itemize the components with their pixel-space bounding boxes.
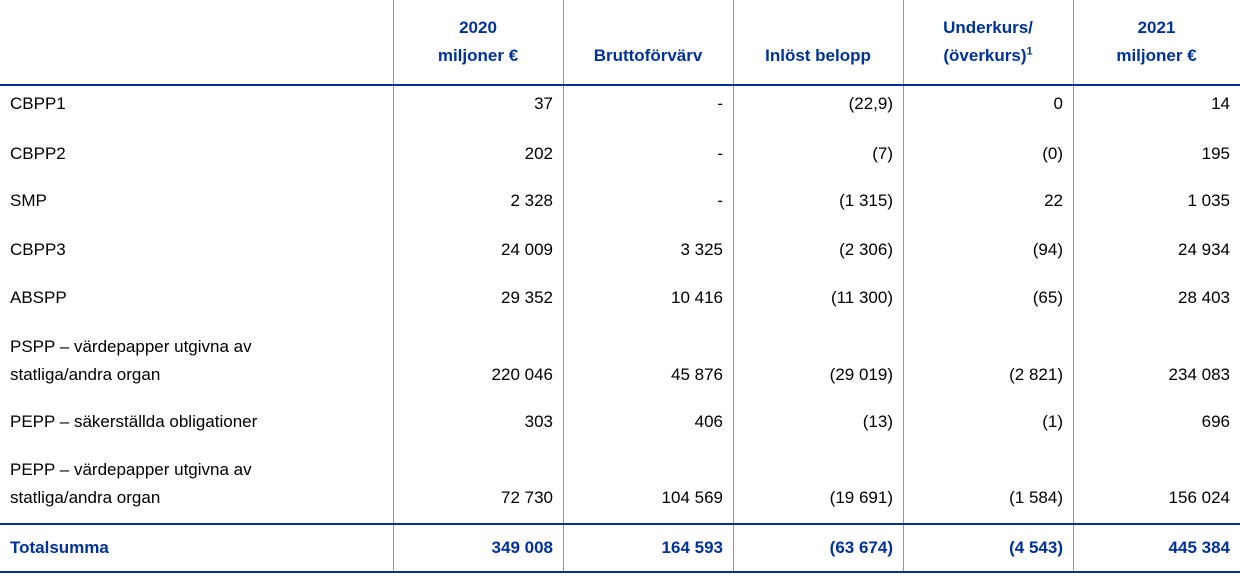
cell: (7): [872, 144, 893, 163]
cell: 0: [1053, 94, 1063, 113]
column-divider: [1073, 0, 1074, 572]
bottom-rule: [0, 571, 1240, 573]
row-label: statliga/andra organ: [10, 488, 161, 507]
row-label: PSPP – värdepapper utgivna av: [10, 337, 252, 356]
column-header: Bruttoförvärv: [593, 46, 703, 65]
cell: 696: [1201, 412, 1230, 431]
cell: -: [717, 191, 723, 210]
cell: (11 300): [830, 288, 893, 307]
cell: 202: [524, 144, 553, 163]
total-cell: 445 384: [1168, 538, 1230, 557]
cell: (1): [1042, 412, 1063, 431]
cell: -: [717, 144, 723, 163]
cell: (94): [1032, 240, 1063, 259]
column-header: miljoner €: [1116, 46, 1197, 65]
row-label: CBPP1: [10, 94, 66, 113]
cell: 3 325: [680, 240, 723, 259]
cell: (0): [1042, 144, 1063, 163]
cell: (1 584): [1009, 488, 1063, 507]
cell: (22,9): [848, 94, 893, 113]
column-divider: [903, 0, 904, 572]
column-divider: [733, 0, 734, 572]
cell: 22: [1044, 191, 1063, 210]
row-label: CBPP2: [10, 144, 66, 163]
footnote-marker: 1: [1026, 45, 1033, 58]
cell: 220 046: [491, 365, 553, 384]
row-label: CBPP3: [10, 240, 66, 259]
cell: 24 009: [501, 240, 553, 259]
row-label: ABSPP: [10, 288, 67, 307]
cell: 303: [524, 412, 553, 431]
cell: (1 315): [839, 191, 893, 210]
total-cell: (63 674): [829, 538, 893, 557]
cell: 195: [1201, 144, 1230, 163]
row-label: SMP: [10, 191, 47, 210]
cell: (19 691): [829, 488, 893, 507]
total-cell: 349 008: [491, 538, 553, 557]
column-header: Underkurs/: [943, 18, 1033, 37]
cell: 72 730: [501, 488, 553, 507]
cell: 14: [1211, 94, 1230, 113]
cell: (2 821): [1009, 365, 1063, 384]
cell: 28 403: [1178, 288, 1230, 307]
cell: 406: [694, 412, 723, 431]
cell: 1 035: [1187, 191, 1230, 210]
column-header: 2021: [1137, 18, 1176, 37]
cell: 45 876: [671, 365, 723, 384]
row-label: statliga/andra organ: [10, 365, 161, 384]
column-header: miljoner €: [437, 46, 519, 65]
total-rule: [0, 523, 1240, 525]
cell: 104 569: [661, 488, 723, 507]
cell: 156 024: [1168, 488, 1230, 507]
column-header: 2020: [459, 18, 497, 37]
cell: 29 352: [501, 288, 553, 307]
cell: 10 416: [671, 288, 723, 307]
cell: 37: [534, 94, 553, 113]
cell: -: [717, 94, 723, 113]
column-divider: [393, 0, 394, 572]
cell: 24 934: [1178, 240, 1230, 259]
row-label: PEPP – värdepapper utgivna av: [10, 460, 252, 479]
total-cell: 164 593: [661, 538, 723, 557]
total-cell: (4 543): [1009, 538, 1063, 557]
cell: (29 019): [829, 365, 893, 384]
column-header: (överkurs)1: [943, 45, 1033, 65]
cell: 2 328: [510, 191, 553, 210]
column-header: Inlöst belopp: [765, 46, 871, 65]
header-rule: [0, 84, 1240, 86]
cell: (2 306): [839, 240, 893, 259]
total-label: Totalsumma: [10, 538, 109, 557]
cell: (65): [1032, 288, 1063, 307]
cell: (13): [862, 412, 893, 431]
column-divider: [563, 0, 564, 572]
row-label: PEPP – säkerställda obligationer: [10, 412, 258, 431]
cell: 234 083: [1168, 365, 1230, 384]
